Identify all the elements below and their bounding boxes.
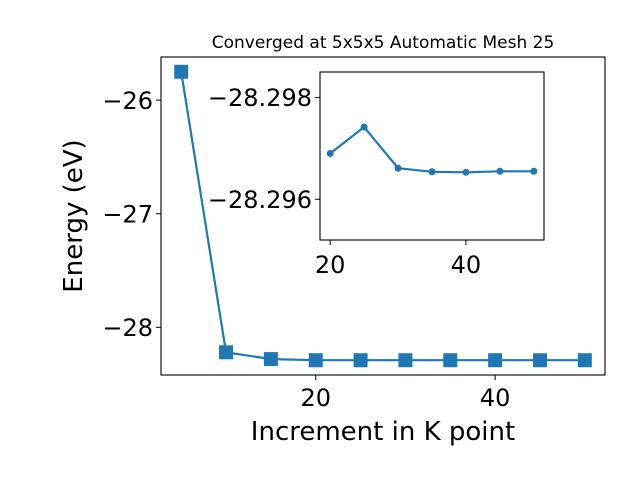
inset-y-tick-label: −28.298	[208, 84, 312, 112]
inset-x-tick-label: 40	[451, 251, 482, 279]
x-tick-label: 20	[300, 384, 331, 412]
x-tick-label: 40	[480, 384, 511, 412]
inset-frame	[319, 71, 545, 241]
inset-x-tick-label: 20	[315, 251, 346, 279]
y-tick-label: −26	[102, 87, 153, 115]
data-point	[263, 352, 278, 367]
inset-data-point	[496, 167, 504, 175]
chart-title: Converged at 5x5x5 Automatic Mesh 25	[212, 33, 555, 53]
data-point	[577, 353, 592, 368]
data-point	[219, 345, 234, 360]
data-point	[532, 353, 547, 368]
data-point	[308, 353, 323, 368]
data-point	[398, 353, 413, 368]
series-line	[180, 71, 585, 362]
inset-y-tick-label: −28.296	[208, 186, 312, 214]
y-tick-label: −27	[102, 200, 153, 228]
inset-data-point	[326, 149, 334, 157]
inset-plot: 20 40 −28.298 −28.296	[208, 71, 545, 279]
inset-data-point	[360, 123, 368, 131]
inset-data-point	[462, 168, 470, 176]
y-axis-label: Energy (eV)	[59, 139, 89, 292]
inset-data-point	[530, 167, 538, 175]
data-point	[174, 64, 189, 79]
inset-data-point	[394, 164, 402, 172]
data-point	[443, 353, 458, 368]
y-tick-label: −28	[102, 314, 153, 342]
data-point	[353, 353, 368, 368]
inset-data-point	[428, 168, 436, 176]
data-point	[488, 353, 503, 368]
x-axis-label: Increment in K point	[251, 417, 515, 447]
